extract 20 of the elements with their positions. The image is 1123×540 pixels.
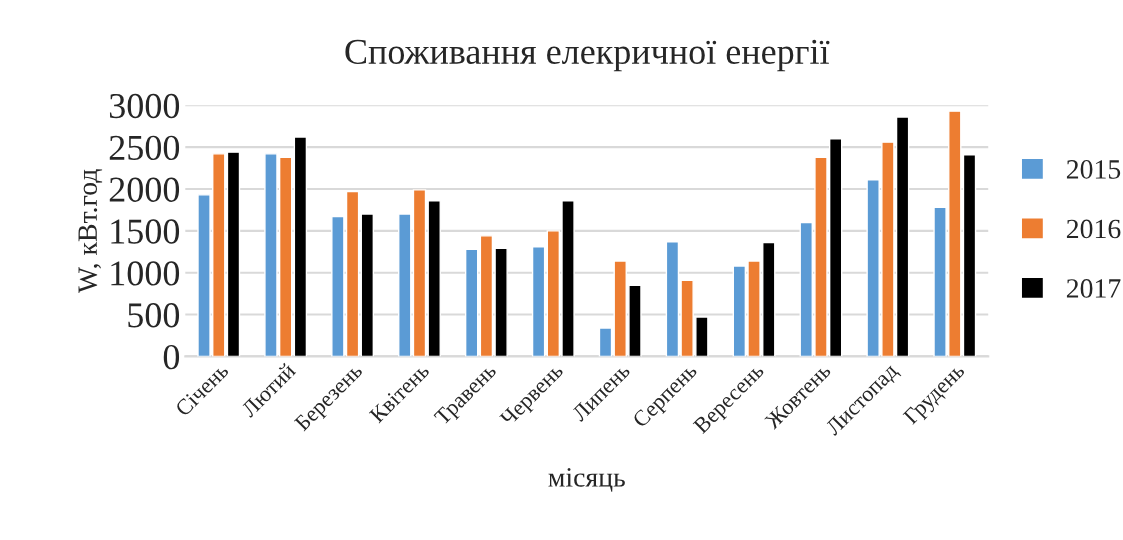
y-tick-label: 2500	[109, 135, 180, 161]
y-tick-label: 1000	[111, 261, 180, 286]
legend-label: 2017	[1066, 279, 1121, 298]
bar	[398, 213, 412, 357]
legend-label: 2016	[1066, 219, 1121, 239]
y-tick-label: 500	[128, 303, 180, 328]
bar	[598, 327, 613, 357]
chart-title: Споживання елекричної енергії	[345, 39, 830, 72]
bar	[360, 213, 375, 357]
y-tick-label: 3000	[109, 93, 180, 119]
y-axis-title: W, кВт.год	[78, 169, 103, 294]
bar	[293, 136, 308, 357]
y-tick-label: 2000	[109, 177, 180, 202]
bar	[531, 246, 546, 357]
y-tick-label: 0	[163, 344, 180, 370]
y-tick-label: 1500	[111, 219, 180, 244]
x-axis-title: місяць	[548, 468, 625, 492]
bar	[226, 151, 241, 357]
bar	[464, 248, 479, 357]
legend-label: 2015	[1066, 160, 1121, 179]
